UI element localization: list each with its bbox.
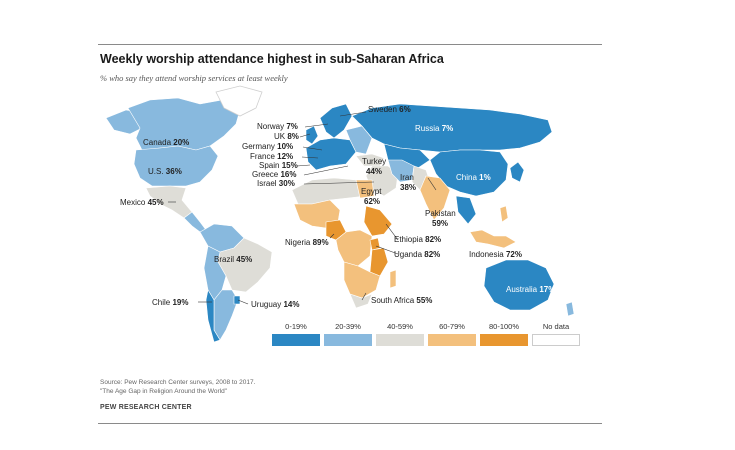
southern-africa-shape — [343, 261, 381, 299]
egypt-shape — [355, 179, 375, 199]
legend-swatch — [428, 334, 476, 346]
legend-item: No data — [532, 322, 580, 346]
legend-swatch — [480, 334, 528, 346]
south-africa-shape — [349, 293, 373, 309]
philippines-shape — [499, 205, 509, 223]
label-brazil: Brazil 45% — [214, 255, 252, 264]
legend-item: 80-100% — [480, 322, 528, 346]
legend-label: 80-100% — [488, 322, 520, 331]
label-south-africa: South Africa 55% — [371, 296, 432, 305]
label-iran-value: 38% — [400, 183, 416, 192]
label-israel: Israel 30% — [257, 179, 295, 188]
korea-japan-shape — [509, 161, 525, 183]
label-norway: Norway 7% — [257, 122, 298, 131]
central-africa-shape — [335, 229, 373, 267]
label-uk: UK 8% — [274, 132, 299, 141]
map-title: Weekly worship attendance highest in sub… — [100, 52, 444, 66]
label-indonesia: Indonesia 72% — [469, 250, 522, 259]
legend-label: 20-39% — [335, 322, 361, 331]
legend-label: 60-79% — [439, 322, 465, 331]
map-legend: 0-19% 20-39% 40-59% 60-79% 80-100% No da… — [272, 322, 580, 346]
top-rule — [98, 44, 602, 45]
leader-lines — [168, 111, 437, 305]
label-egypt-name: Egypt — [361, 187, 382, 196]
us-shape — [133, 145, 219, 187]
label-uruguay: Uruguay 14% — [251, 300, 300, 309]
label-chile: Chile 19% — [152, 298, 188, 307]
legend-swatch — [532, 334, 580, 346]
label-uganda: Uganda 82% — [394, 250, 440, 259]
label-us: U.S. 36% — [148, 167, 182, 176]
label-australia: Australia 17% — [506, 285, 555, 294]
bottom-rule — [98, 423, 602, 424]
label-nigeria: Nigeria 89% — [285, 238, 329, 247]
label-germany: Germany 10% — [242, 142, 293, 151]
madagascar-shape — [389, 269, 397, 289]
legend-label: 0-19% — [285, 322, 307, 331]
legend-label: 40-59% — [387, 322, 413, 331]
label-iran-name: Iran — [400, 173, 414, 182]
indonesia-shape — [469, 229, 517, 249]
middle-east-shape — [365, 165, 399, 197]
label-mexico: Mexico 45% — [120, 198, 164, 207]
label-sweden: Sweden 6% — [368, 105, 411, 114]
label-canada: Canada 20% — [143, 138, 189, 147]
source-note: Source: Pew Research Center surveys, 200… — [100, 378, 255, 396]
label-ethiopia: Ethiopia 82% — [394, 235, 441, 244]
label-pakistan-value: 59% — [432, 219, 448, 228]
australia-shape — [483, 259, 555, 311]
label-france: France 12% — [250, 152, 293, 161]
new-zealand-shape — [565, 301, 575, 317]
map-subtitle: % who say they attend worship services a… — [100, 73, 288, 83]
label-pakistan-name: Pakistan — [425, 209, 456, 218]
legend-item: 0-19% — [272, 322, 320, 346]
east-africa-shape — [369, 247, 389, 277]
uruguay-shape — [233, 295, 241, 305]
label-egypt-value: 62% — [364, 197, 380, 206]
legend-swatch — [324, 334, 372, 346]
report-title: "The Age Gap in Religion Around the Worl… — [100, 388, 227, 395]
legend-item: 60-79% — [428, 322, 476, 346]
india-shape — [419, 175, 451, 221]
label-greece: Greece 16% — [252, 170, 296, 179]
greenland-shape — [215, 85, 263, 117]
legend-swatch — [272, 334, 320, 346]
legend-item: 20-39% — [324, 322, 372, 346]
canada-shape — [127, 97, 241, 151]
uk-shape — [305, 125, 319, 145]
scandinavia-shape — [319, 103, 353, 139]
label-turkey-value: 44% — [366, 167, 382, 176]
horn-of-africa-shape — [363, 205, 393, 237]
uganda-shape — [369, 237, 381, 251]
southeast-asia-shape — [455, 195, 477, 225]
publisher-name: PEW RESEARCH CENTER — [100, 404, 192, 411]
label-spain: Spain 15% — [259, 161, 298, 170]
legend-swatch — [376, 334, 424, 346]
label-turkey-name: Turkey — [362, 157, 386, 166]
source-line: Source: Pew Research Center surveys, 200… — [100, 379, 256, 386]
chile-shape — [205, 289, 221, 343]
legend-item: 40-59% — [376, 322, 424, 346]
label-russia: Russia 7% — [415, 124, 453, 133]
turkey-shape — [355, 153, 385, 167]
label-china: China 1% — [456, 173, 491, 182]
western-europe-shape — [305, 137, 357, 171]
legend-label: No data — [542, 322, 570, 331]
